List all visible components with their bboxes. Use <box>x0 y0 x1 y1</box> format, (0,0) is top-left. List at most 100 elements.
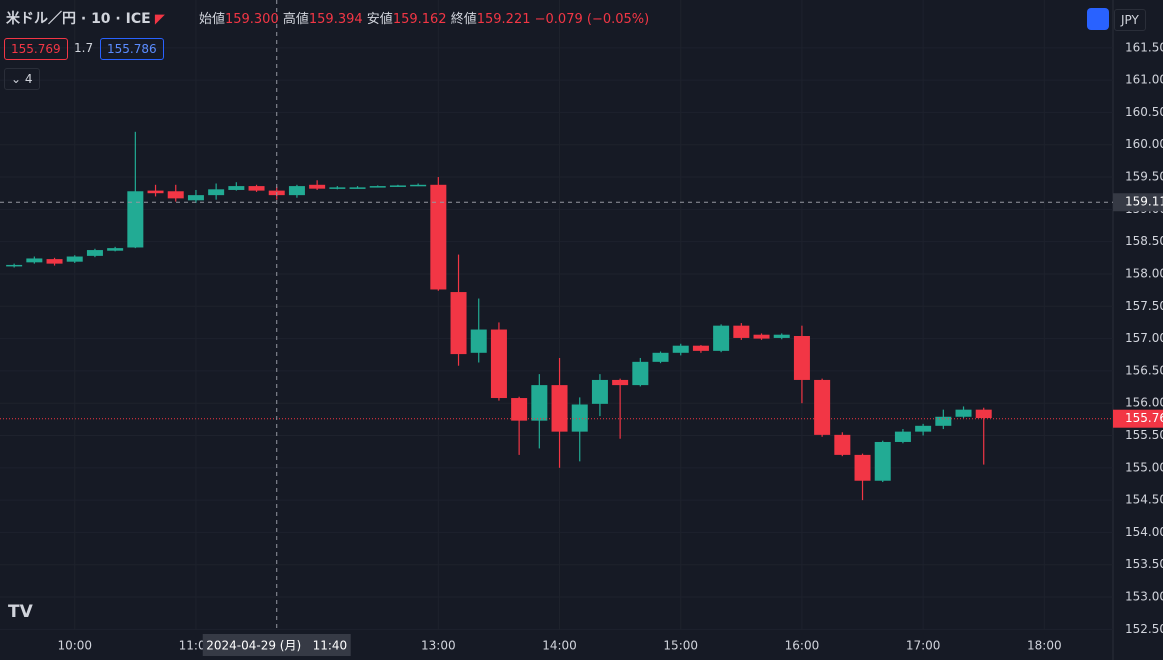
candle-body <box>410 184 427 187</box>
ohlc-value: 159.300 <box>224 12 279 27</box>
y-tick-label: 161.00 <box>1125 73 1163 87</box>
x-tick-label: 16:00 <box>785 639 820 653</box>
symbol[interactable]: 米ドル／円 · 10 · ICE <box>6 11 151 27</box>
indicator-count: 4 <box>24 72 33 86</box>
candle-body <box>26 258 43 263</box>
ohlc-value: 159.221 <box>476 12 531 27</box>
y-tick-label: 159.50 <box>1125 170 1163 184</box>
candle-body <box>814 379 831 435</box>
candle-body <box>531 385 548 421</box>
ohlc-value: 159.394 <box>308 12 363 27</box>
candle-body <box>66 256 83 262</box>
candle-body <box>450 292 467 355</box>
candle-body <box>935 416 952 426</box>
buy-price[interactable]: 155.786 <box>100 38 164 60</box>
candle-body <box>632 361 649 386</box>
y-tick-label: 156.00 <box>1125 396 1163 410</box>
crosshair-time-label: 2024-04-29 (月) 11:40 <box>206 639 347 653</box>
candle-body <box>86 250 103 256</box>
x-tick-label: 13:00 <box>421 639 456 653</box>
price-axis <box>1113 0 1163 660</box>
spread: 1.7 <box>74 41 94 55</box>
ohlc-label: 安値 <box>366 12 393 27</box>
candle-body <box>6 264 23 267</box>
crosshair-time-tag <box>202 634 351 656</box>
candle-body <box>369 186 386 188</box>
y-tick-label: 154.50 <box>1125 493 1163 507</box>
candle-body <box>309 184 326 189</box>
candle-body <box>975 409 992 419</box>
ohlc-label: 高値 <box>282 12 309 27</box>
y-tick-label: 160.00 <box>1125 137 1163 151</box>
candle-body <box>955 409 972 417</box>
candle-body <box>349 187 366 189</box>
candle-body <box>187 195 204 201</box>
y-tick-label: 158.00 <box>1125 266 1163 280</box>
y-tick-label: 161.50 <box>1125 40 1163 54</box>
y-tick-label: 153.50 <box>1125 557 1163 571</box>
y-tick-label: 155.00 <box>1125 460 1163 474</box>
candle-body <box>894 431 911 442</box>
ohlc-label: 終値 <box>450 12 477 27</box>
candle-body <box>167 191 184 199</box>
x-tick-label: 17:00 <box>906 639 941 653</box>
candle-body <box>470 329 487 353</box>
indicator-toggle[interactable]: ⌄ 4 <box>4 68 40 90</box>
candle-body <box>490 329 507 399</box>
candle-body <box>430 184 447 290</box>
change: −0.079 (−0.05%) <box>534 12 650 27</box>
candle-body <box>571 404 588 432</box>
crosshair-price-tag <box>1113 193 1163 212</box>
sync-button[interactable] <box>1087 8 1109 30</box>
x-tick-label: 15:00 <box>663 639 698 653</box>
candle-body <box>854 454 871 481</box>
y-tick-label: 158.50 <box>1125 234 1163 248</box>
candle-body <box>248 186 265 191</box>
candle-body <box>773 334 790 338</box>
candle-body <box>692 345 709 351</box>
candle-body <box>652 352 669 362</box>
y-tick-label: 155.50 <box>1125 428 1163 442</box>
last-price-label: 155.76 <box>1125 411 1163 425</box>
y-tick-label: 157.50 <box>1125 299 1163 313</box>
candle-body <box>288 186 305 196</box>
candle-body <box>733 325 750 338</box>
currency[interactable]: JPY <box>1114 9 1146 31</box>
candle-body <box>551 385 568 432</box>
flag: ◤ <box>154 12 165 27</box>
candle-body <box>107 248 124 251</box>
y-tick-label: 154.00 <box>1125 525 1163 539</box>
candle-body <box>793 336 810 380</box>
candle-body <box>753 334 770 339</box>
candle-body <box>46 259 63 264</box>
y-tick-label: 153.00 <box>1125 590 1163 604</box>
candle-body <box>672 345 689 353</box>
sell-price[interactable]: 155.769 <box>4 38 68 60</box>
y-tick-label: 160.50 <box>1125 105 1163 119</box>
candle-body <box>915 425 932 432</box>
candle-body <box>127 191 144 248</box>
y-tick-label: 152.50 <box>1125 622 1163 636</box>
candle-body <box>834 434 851 455</box>
ohlc-label: 始値 <box>198 12 225 27</box>
candle-body <box>228 186 245 190</box>
header: 米ドル／円 · 10 · ICE ◤ 始値159.300 高値159.394 安… <box>6 8 649 28</box>
candle-body <box>147 190 164 194</box>
last-price-tag <box>1113 409 1163 428</box>
ohlc-value: 159.162 <box>392 12 447 27</box>
x-tick-label: 10:00 <box>57 639 92 653</box>
y-tick-label: 156.50 <box>1125 363 1163 377</box>
candle-body <box>591 379 608 404</box>
crosshair-price-label: 159.11 <box>1125 195 1163 209</box>
candle-body <box>511 398 528 421</box>
candle-body <box>874 441 891 481</box>
x-tick-label: 18:00 <box>1027 639 1062 653</box>
candle-body <box>389 185 406 187</box>
y-tick-label: 157.00 <box>1125 331 1163 345</box>
logo: TV <box>8 602 33 622</box>
x-tick-label: 14:00 <box>542 639 577 653</box>
candle-body <box>208 189 225 196</box>
candle-body <box>713 325 730 351</box>
